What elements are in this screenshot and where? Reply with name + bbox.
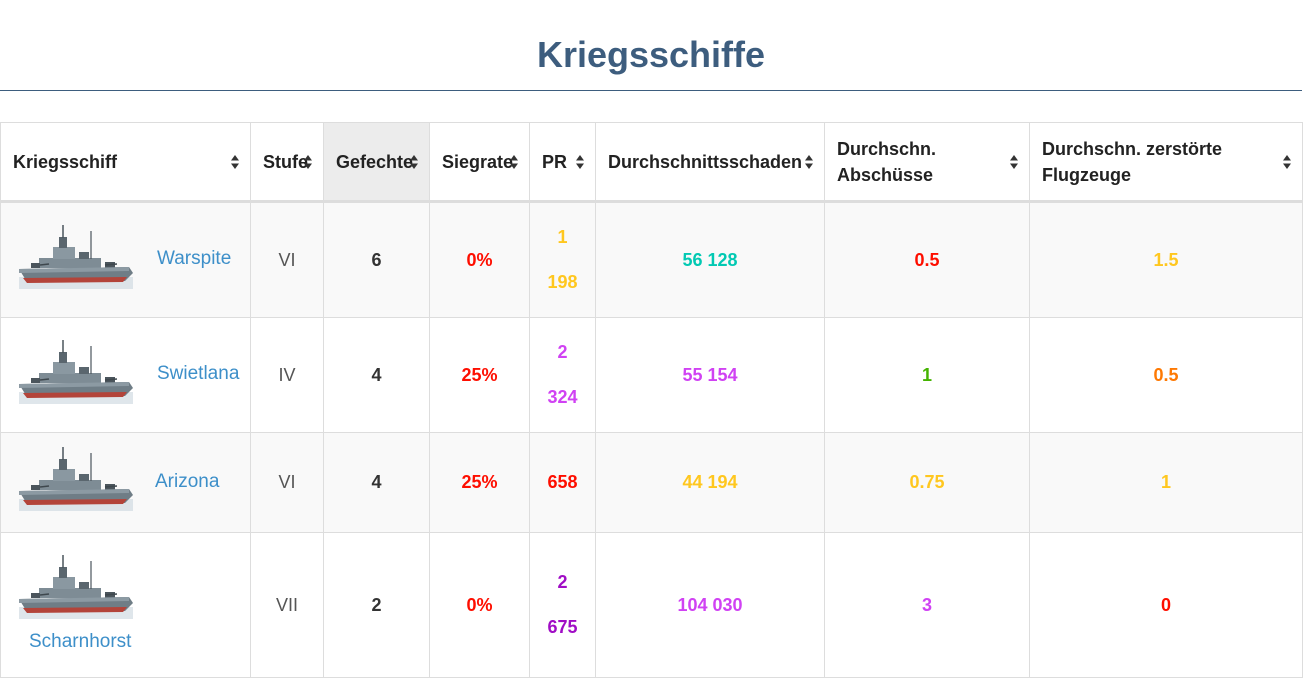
ship-link[interactable]: Scharnhorst (29, 631, 132, 652)
table-row: Warspite VI 6 0% 1 198 56 128 0.5 1.5 (0, 201, 1303, 318)
battles-cell: 2 (323, 532, 430, 678)
tier-cell: VI (250, 201, 324, 318)
sort-icon[interactable] (804, 154, 814, 170)
kills-cell: 1 (824, 317, 1030, 433)
header-label: Kriegsschiff (13, 151, 118, 172)
warship-image[interactable] (17, 225, 135, 295)
damage-cell: 44 194 (595, 432, 825, 533)
damage-cell: 55 154 (595, 317, 825, 433)
winrate-cell: 0% (429, 201, 530, 318)
winrate-cell: 25% (429, 432, 530, 533)
damage-cell: 56 128 (595, 201, 825, 318)
warship-image[interactable] (17, 555, 135, 625)
sort-icon[interactable] (1282, 154, 1292, 170)
header-label: Gefechte (336, 151, 414, 172)
winrate-cell: 0% (429, 532, 530, 678)
warship-image[interactable] (17, 340, 135, 410)
header-pr[interactable]: PR (529, 122, 596, 203)
battles-cell: 6 (323, 201, 430, 318)
table-row: Arizona VI 4 25% 658 44 194 0.75 1 (0, 432, 1303, 533)
sort-icon[interactable] (575, 154, 585, 170)
pr-cell: 1 198 (529, 201, 596, 318)
kills-cell: 0.5 (824, 201, 1030, 318)
pr-value-line: 2 (557, 572, 568, 592)
pr-value-line: 1 (557, 227, 568, 247)
winrate-cell: 25% (429, 317, 530, 433)
tier-cell: VII (250, 532, 324, 678)
warships-table: Kriegsschiff Stufe Gefechte Siegrate PR … (0, 122, 1303, 678)
pr-value-line: 198 (547, 272, 578, 292)
header-avg-kills[interactable]: Durchschn. Abschüsse (824, 122, 1030, 203)
header-warship[interactable]: Kriegsschiff (0, 122, 251, 203)
header-label: Siegrate (442, 151, 514, 172)
table-row: Scharnhorst VII 2 0% 2 675 104 030 3 0 (0, 532, 1303, 678)
header-label: Stufe (263, 151, 308, 172)
ship-cell: Warspite (0, 201, 251, 318)
sort-desc-icon[interactable] (409, 154, 419, 170)
sort-icon[interactable] (303, 154, 313, 170)
sort-icon[interactable] (1009, 154, 1019, 170)
ship-cell: Swietlana (0, 317, 251, 433)
header-avg-damage[interactable]: Durchschnittsschaden (595, 122, 825, 203)
pr-cell: 2 324 (529, 317, 596, 433)
title-divider (0, 90, 1302, 91)
tier-cell: VI (250, 432, 324, 533)
header-tier[interactable]: Stufe (250, 122, 324, 203)
header-label: Durchschn. Abschüsse (837, 138, 937, 185)
header-label: Durchschn. zerstörte Flugzeuge (1042, 138, 1223, 185)
header-label: Durchschnittsschaden (608, 151, 803, 172)
table-row: Swietlana IV 4 25% 2 324 55 154 1 0.5 (0, 317, 1303, 433)
header-avg-planes[interactable]: Durchschn. zerstörte Flugzeuge (1029, 122, 1303, 203)
ship-link[interactable]: Arizona (155, 471, 220, 492)
table-header-row: Kriegsschiff Stufe Gefechte Siegrate PR … (0, 122, 1303, 203)
sort-icon[interactable] (509, 154, 519, 170)
damage-cell: 104 030 (595, 532, 825, 678)
warship-image[interactable] (17, 447, 135, 517)
tier-cell: IV (250, 317, 324, 433)
header-winrate[interactable]: Siegrate (429, 122, 530, 203)
ship-cell: Arizona (0, 432, 251, 533)
header-battles[interactable]: Gefechte (323, 122, 430, 203)
battles-cell: 4 (323, 317, 430, 433)
pr-cell: 658 (529, 432, 596, 533)
planes-cell: 1.5 (1029, 201, 1303, 318)
pr-cell: 2 675 (529, 532, 596, 678)
battles-cell: 4 (323, 432, 430, 533)
ship-cell: Scharnhorst (0, 532, 251, 678)
page-title: Kriegsschiffe (536, 34, 766, 75)
ship-link[interactable]: Warspite (157, 248, 232, 269)
header-label: PR (542, 151, 568, 172)
planes-cell: 0 (1029, 532, 1303, 678)
pr-value-line: 324 (547, 387, 578, 407)
pr-value-line: 675 (547, 617, 578, 637)
pr-value-line: 2 (557, 342, 568, 362)
kills-cell: 0.75 (824, 432, 1030, 533)
sort-icon[interactable] (230, 154, 240, 170)
planes-cell: 0.5 (1029, 317, 1303, 433)
ship-link[interactable]: Swietlana (157, 363, 240, 384)
kills-cell: 3 (824, 532, 1030, 678)
planes-cell: 1 (1029, 432, 1303, 533)
